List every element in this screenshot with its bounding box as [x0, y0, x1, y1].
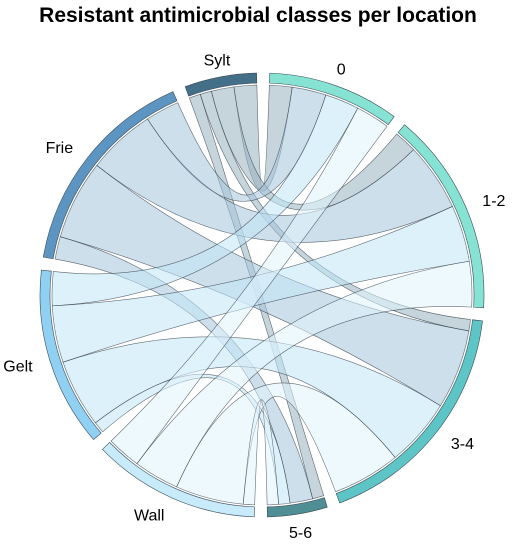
- chart-title: Resistant antimicrobial classes per loca…: [39, 4, 477, 27]
- segment-label-3-4: 3-4: [451, 436, 474, 453]
- segment-label-0: 0: [337, 61, 346, 78]
- arc-0: [269, 72, 395, 126]
- label-layer: 0 1-2 3-4 5-6 Wall Gelt Frie Sylt: [3, 52, 505, 542]
- ribbon-wall-to-1-2: [136, 260, 473, 488]
- segment-label-frie: Frie: [46, 140, 74, 157]
- segment-label-wall: Wall: [134, 507, 165, 524]
- arc-gelt: [39, 269, 102, 441]
- ribbon-wall-to-5-6: [242, 399, 279, 506]
- ribbon-frie-to-0: [147, 86, 327, 202]
- arc-3-4: [335, 319, 483, 504]
- arc-frie: [42, 91, 178, 260]
- ribbon-gelt-to-0: [51, 94, 359, 307]
- ribbon-wall-to-0: [110, 107, 388, 465]
- ribbon-gelt-to-5-6: [94, 373, 291, 505]
- arc-layer: [39, 72, 485, 518]
- ribbon-layer: [51, 84, 473, 506]
- arc-5-6: [266, 497, 328, 518]
- arc-wall: [102, 441, 255, 518]
- segment-label-sylt: Sylt: [204, 52, 231, 69]
- segment-label-5-6: 5-6: [289, 525, 312, 542]
- arc-1-2: [397, 124, 485, 309]
- arc-sylt: [184, 72, 258, 97]
- segment-label-1-2: 1-2: [482, 193, 505, 210]
- segment-label-gelt: Gelt: [3, 359, 33, 376]
